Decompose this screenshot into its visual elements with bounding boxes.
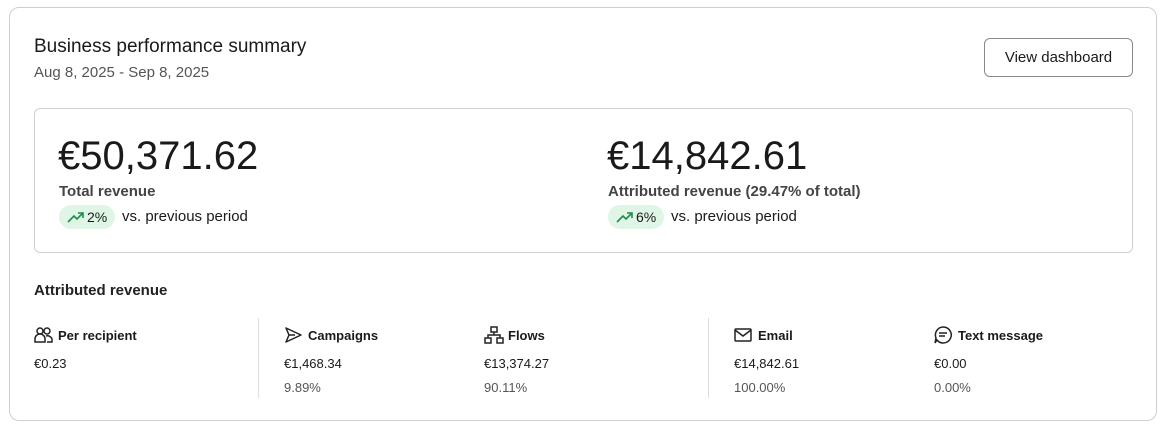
change: 6% [636, 209, 657, 225]
divider [258, 318, 259, 398]
item-share: 9.89% [284, 380, 321, 395]
item-value: €1,468.34 [284, 356, 342, 371]
email-icon [734, 328, 752, 342]
sms-icon [934, 326, 952, 344]
send-icon [285, 327, 302, 343]
title: Business performance summary [34, 36, 307, 57]
metric-label: Attributed revenue (29.47% of total) [608, 183, 861, 200]
comparison: vs. previous period [671, 208, 797, 225]
flow-icon [484, 326, 504, 344]
people-icon [34, 327, 53, 343]
item-value: €0.00 [934, 356, 967, 371]
item-share: 0.00% [934, 380, 971, 395]
metric-value: €14,842.61 [607, 134, 808, 178]
change-badge: 2% [59, 205, 116, 229]
item-share: 90.11% [484, 380, 528, 395]
view-dashboard-button[interactable]: View dashboard [984, 38, 1133, 77]
revenue-box [34, 108, 1133, 253]
label: Campaigns [308, 328, 379, 343]
date-range: Aug 8, 2025 - Sep 8, 2025 [34, 64, 210, 81]
item-label: Flows [484, 326, 545, 344]
divider [708, 318, 709, 398]
metric-label: Total revenue [59, 183, 156, 200]
change: 2% [87, 209, 108, 225]
metric-value: €50,371.62 [58, 134, 259, 178]
label: Text message [958, 328, 1044, 343]
label: Per recipient [58, 328, 137, 343]
label: Flows [508, 328, 545, 343]
item-share: 100.00% [734, 380, 786, 395]
trend-icon [616, 212, 633, 223]
item-label: Text message [934, 326, 1044, 344]
change-badge: 6% [608, 205, 665, 229]
summary-card [9, 7, 1157, 421]
comparison: vs. previous period [122, 208, 248, 225]
item-value: €13,374.27 [484, 356, 550, 371]
item-label: Email [734, 328, 793, 343]
label: Email [758, 328, 793, 343]
item-value: €0.23 [34, 356, 67, 371]
item-label: Campaigns [284, 327, 379, 343]
section-title: Attributed revenue [34, 282, 168, 299]
item-value: €14,842.61 [734, 356, 800, 371]
trend-icon [67, 212, 84, 223]
item-label: Per recipient [34, 327, 137, 343]
